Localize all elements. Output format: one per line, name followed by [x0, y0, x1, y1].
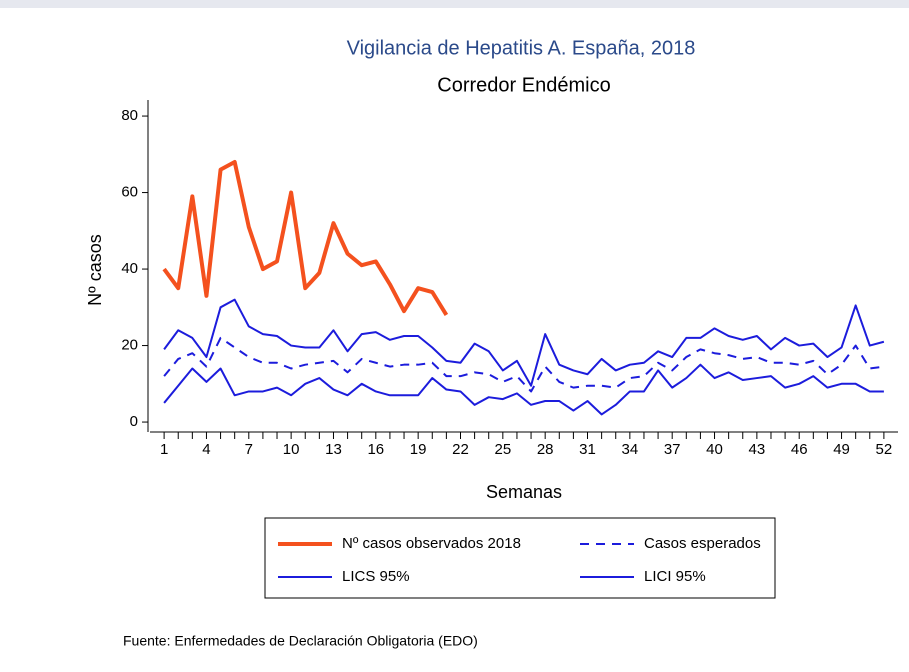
x-tick-label: 4: [202, 441, 210, 458]
y-tick-label: 80: [121, 107, 138, 124]
x-tick-label: 37: [664, 441, 681, 458]
y-axis-label: Nº casos: [85, 234, 105, 306]
legend-label: LICI 95%: [644, 568, 706, 585]
y-tick-label: 40: [121, 260, 138, 277]
x-tick-label: 52: [876, 441, 893, 458]
y-tick-label: 0: [130, 413, 138, 430]
series-line: [163, 298, 885, 387]
y-tick-label: 60: [121, 184, 138, 201]
x-tick-label: 46: [791, 441, 808, 458]
x-tick-label: 25: [494, 441, 511, 458]
x-tick-label: 34: [622, 441, 639, 458]
x-tick-label: 31: [579, 441, 596, 458]
x-tick-label: 7: [245, 441, 253, 458]
series-line: [162, 159, 449, 317]
x-tick-label: 28: [537, 441, 554, 458]
chart-title: Vigilancia de Hepatitis A. España, 2018: [347, 37, 696, 59]
x-tick-label: 40: [706, 441, 723, 458]
legend-box: [264, 517, 776, 599]
top-strip: [0, 0, 909, 8]
legend-label: Casos esperados: [644, 535, 761, 552]
x-axis-label: Semanas: [486, 482, 562, 502]
x-tick-label: 22: [452, 441, 469, 458]
x-tick-label: 13: [325, 441, 342, 458]
source-note: Fuente: Enfermedades de Declaración Obli…: [123, 633, 478, 649]
series-line: [163, 336, 885, 393]
legend-label: Nº casos observados 2018: [342, 535, 521, 552]
x-tick-label: 16: [367, 441, 384, 458]
series-line: [163, 363, 884, 416]
x-tick-label: 1: [160, 441, 168, 458]
x-tick-label: 43: [749, 441, 766, 458]
x-tick-label: 49: [833, 441, 850, 458]
chart-subtitle: Corredor Endémico: [437, 74, 610, 96]
y-tick-label: 20: [121, 337, 138, 354]
x-tick-label: 10: [283, 441, 300, 458]
legend-label: LICS 95%: [342, 568, 410, 585]
x-tick-label: 19: [410, 441, 427, 458]
